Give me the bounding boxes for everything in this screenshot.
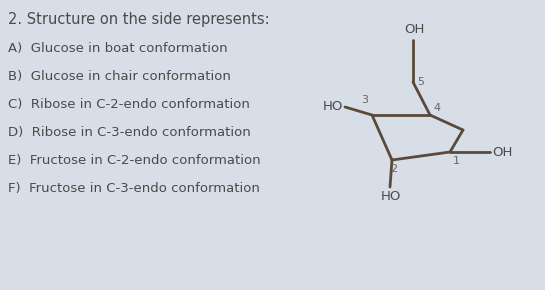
Text: OH: OH bbox=[492, 146, 512, 159]
Text: D)  Ribose in C-3-endo conformation: D) Ribose in C-3-endo conformation bbox=[8, 126, 251, 139]
Text: 4: 4 bbox=[433, 103, 440, 113]
Text: E)  Fructose in C-2-endo conformation: E) Fructose in C-2-endo conformation bbox=[8, 154, 261, 167]
Text: OH: OH bbox=[404, 23, 424, 36]
Text: B)  Glucose in chair conformation: B) Glucose in chair conformation bbox=[8, 70, 231, 83]
Text: 1: 1 bbox=[453, 156, 460, 166]
Text: F)  Fructose in C-3-endo conformation: F) Fructose in C-3-endo conformation bbox=[8, 182, 260, 195]
Text: 5: 5 bbox=[417, 77, 424, 87]
Text: 2: 2 bbox=[390, 164, 397, 174]
Text: A)  Glucose in boat conformation: A) Glucose in boat conformation bbox=[8, 42, 228, 55]
Text: 2. Structure on the side represents:: 2. Structure on the side represents: bbox=[8, 12, 270, 27]
Text: C)  Ribose in C-2-endo conformation: C) Ribose in C-2-endo conformation bbox=[8, 98, 250, 111]
Text: 3: 3 bbox=[361, 95, 368, 105]
Text: HO: HO bbox=[381, 190, 401, 203]
Text: HO: HO bbox=[323, 101, 343, 113]
